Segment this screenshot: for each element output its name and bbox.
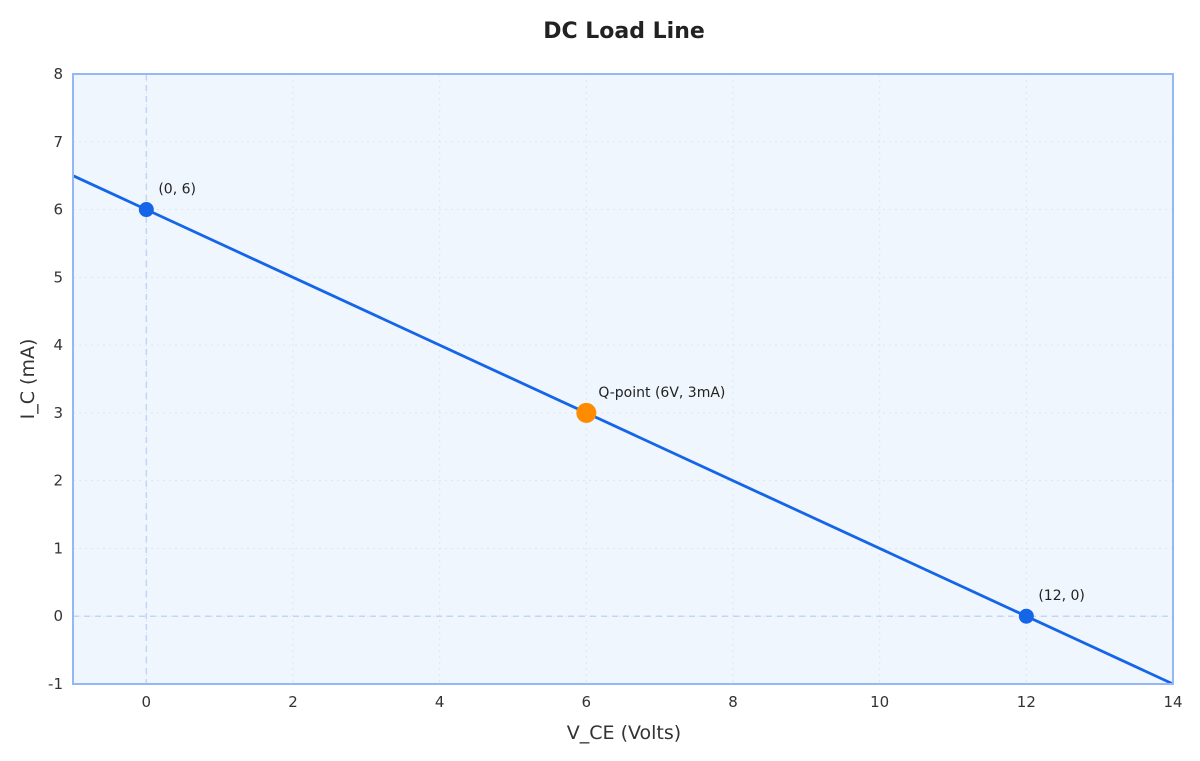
y-tick-label: 0 bbox=[53, 607, 63, 625]
x-tick-label: 8 bbox=[728, 693, 738, 711]
y-axis-label: I_C (mA) bbox=[17, 339, 39, 420]
chart-title: DC Load Line bbox=[543, 19, 705, 44]
x-tick-label: 0 bbox=[142, 693, 152, 711]
x-tick-label: 12 bbox=[1017, 693, 1036, 711]
load-line bbox=[72, 174, 1174, 686]
y-tick-label: 2 bbox=[53, 472, 63, 490]
x-tick-label: 14 bbox=[1163, 693, 1182, 711]
point-annotation: (12, 0) bbox=[1038, 588, 1085, 604]
data-point bbox=[576, 402, 597, 423]
data-point bbox=[1018, 608, 1034, 624]
x-tick-label: 6 bbox=[582, 693, 592, 711]
x-tick-label: 10 bbox=[870, 693, 889, 711]
data-point bbox=[138, 202, 154, 218]
y-tick-label: 4 bbox=[53, 336, 63, 354]
y-tick-label: 1 bbox=[53, 539, 63, 557]
plot-frame bbox=[72, 73, 1174, 685]
point-annotation: (0, 6) bbox=[158, 182, 196, 198]
x-tick-label: 2 bbox=[288, 693, 298, 711]
y-tick-label: 7 bbox=[53, 133, 63, 151]
x-axis-label: V_CE (Volts) bbox=[567, 722, 681, 744]
plot-background bbox=[73, 74, 1173, 684]
y-tick-label: 8 bbox=[53, 65, 63, 83]
x-tick-label: 4 bbox=[435, 693, 445, 711]
point-annotation: Q-point (6V, 3mA) bbox=[598, 385, 725, 401]
y-tick-label: 3 bbox=[53, 404, 63, 422]
y-tick-label: 5 bbox=[53, 268, 63, 286]
y-tick-label: -1 bbox=[48, 675, 63, 693]
y-tick-label: 6 bbox=[53, 201, 63, 219]
